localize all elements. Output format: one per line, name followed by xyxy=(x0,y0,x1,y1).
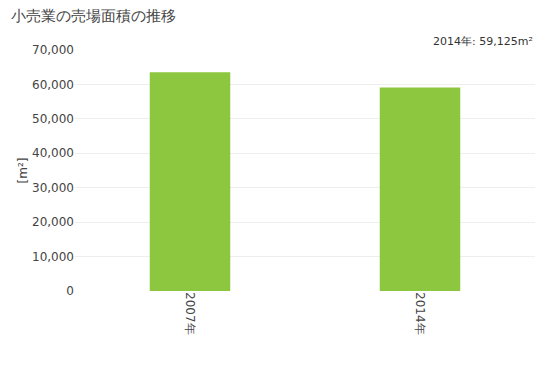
svg-text:30,000: 30,000 xyxy=(32,181,74,195)
svg-text:70,000: 70,000 xyxy=(32,43,74,57)
svg-text:20,000: 20,000 xyxy=(32,215,74,229)
svg-text:10,000: 10,000 xyxy=(32,250,74,264)
svg-text:60,000: 60,000 xyxy=(32,78,74,92)
svg-text:2014年: 2014年 xyxy=(413,292,427,335)
svg-text:2007年: 2007年 xyxy=(183,292,197,335)
svg-text:小売業の売場面積の推移: 小売業の売場面積の推移 xyxy=(11,7,176,25)
svg-text:40,000: 40,000 xyxy=(32,146,74,160)
svg-text:0: 0 xyxy=(66,284,74,298)
svg-text:50,000: 50,000 xyxy=(32,112,74,126)
svg-text:2014年: 59,125m²: 2014年: 59,125m² xyxy=(433,35,533,48)
svg-text:[m²]: [m²] xyxy=(16,158,30,184)
